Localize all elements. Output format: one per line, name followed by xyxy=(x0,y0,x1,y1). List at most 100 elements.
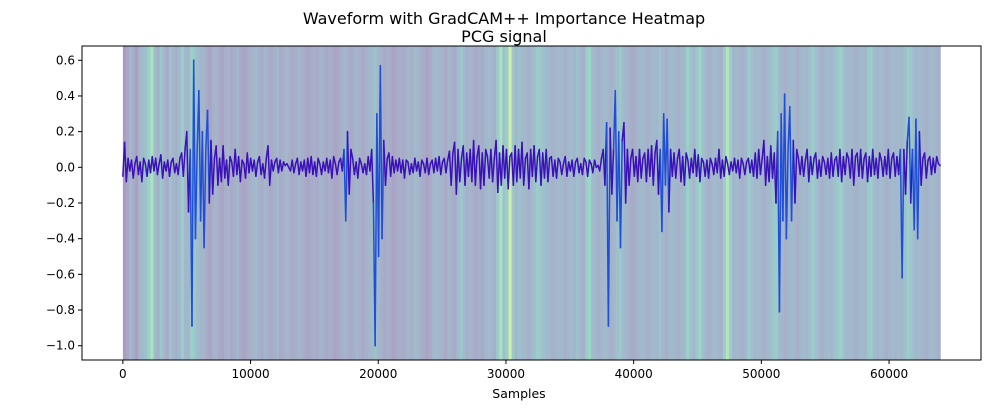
chart-title: Waveform with GradCAM++ Importance Heatm… xyxy=(303,9,705,28)
waveform-segment xyxy=(483,148,487,186)
heatmap-band xyxy=(731,46,736,360)
heatmap-band xyxy=(168,46,173,360)
waveform-segment xyxy=(535,155,539,183)
heatmap-band xyxy=(340,46,344,360)
heatmap-band xyxy=(413,46,418,360)
waveform-segment xyxy=(229,155,233,163)
heatmap-band xyxy=(303,46,308,360)
heatmap-band xyxy=(386,46,390,360)
waveform-segment xyxy=(350,148,354,160)
waveform-segment xyxy=(383,139,387,186)
heatmap-band xyxy=(710,46,715,360)
heatmap-band xyxy=(722,46,727,360)
heatmap-band xyxy=(609,46,614,360)
heatmap-band xyxy=(275,46,280,360)
x-tick-label: 40000 xyxy=(615,367,653,381)
waveform-segment xyxy=(832,159,836,177)
waveform-segment xyxy=(555,157,560,179)
heatmap-band xyxy=(242,46,246,360)
heatmap-band xyxy=(257,46,262,360)
heatmap-band xyxy=(493,46,497,360)
y-tick-label: −0.4 xyxy=(46,232,75,246)
heatmap-band xyxy=(520,46,525,360)
heatmap-band xyxy=(177,46,182,360)
heatmap-band xyxy=(511,46,516,360)
waveform-segment xyxy=(744,161,748,176)
y-tick-label: 0.6 xyxy=(56,53,75,67)
heatmap-band xyxy=(655,46,660,360)
waveform-segment xyxy=(699,157,703,183)
heatmap-band xyxy=(327,46,332,360)
waveform-segment xyxy=(759,157,763,176)
heatmap-band xyxy=(312,46,317,360)
waveform-segment xyxy=(593,159,598,169)
waveform-segment xyxy=(203,148,207,249)
waveform-segment xyxy=(785,148,789,240)
heatmap-band xyxy=(416,46,421,360)
heatmap-band xyxy=(621,46,626,360)
heatmap-band xyxy=(839,46,843,360)
heatmap-band xyxy=(456,46,461,360)
waveform-segment xyxy=(459,157,463,183)
heatmap-band xyxy=(306,46,311,360)
waveform-segment xyxy=(357,157,361,179)
heatmap-band xyxy=(857,46,862,360)
heatmap-band xyxy=(502,46,507,360)
heatmap-band xyxy=(128,46,133,360)
heatmap-band xyxy=(331,46,335,360)
heatmap-band xyxy=(474,46,479,360)
heatmap-band xyxy=(523,46,528,360)
heatmap-band xyxy=(539,46,543,360)
waveform-segment xyxy=(652,152,656,186)
waveform-segment xyxy=(194,148,198,240)
waveform-segment xyxy=(177,157,181,176)
heatmap-band xyxy=(285,46,289,360)
heatmap-band xyxy=(398,46,403,360)
heatmap-band xyxy=(349,46,354,360)
heatmap-band xyxy=(508,46,513,360)
heatmap-band xyxy=(578,46,583,360)
waveform-segment xyxy=(522,157,527,186)
heatmap-band xyxy=(352,46,357,360)
heatmap-band xyxy=(683,46,687,360)
waveform-segment xyxy=(348,148,352,195)
heatmap-band xyxy=(906,46,911,360)
heatmap-band xyxy=(762,46,767,360)
heatmap-band xyxy=(229,46,234,360)
heatmap-band xyxy=(591,46,595,360)
waveform-segment xyxy=(661,113,665,233)
heatmap-band xyxy=(833,46,837,360)
heatmap-band xyxy=(159,46,164,360)
x-tick-label: 60000 xyxy=(870,367,908,381)
heatmap-band xyxy=(802,46,807,360)
waveform-segment xyxy=(192,59,197,240)
plot-clip-group xyxy=(122,46,941,360)
heatmap-band xyxy=(851,46,856,360)
waveform-segment xyxy=(820,155,824,177)
waveform-segment xyxy=(918,130,922,186)
chart-subtitle: PCG signal xyxy=(461,27,547,46)
heatmap-band xyxy=(560,46,565,360)
heatmap-band xyxy=(389,46,393,360)
heatmap-band xyxy=(836,46,840,360)
waveform-segment xyxy=(419,159,423,177)
waveform-segment xyxy=(937,163,941,167)
heatmap-band xyxy=(673,46,678,360)
heatmap-band xyxy=(300,46,305,360)
heatmap-band xyxy=(236,46,240,360)
heatmap-band xyxy=(309,46,314,360)
x-tick-label: 10000 xyxy=(231,367,269,381)
waveform-segment xyxy=(168,161,172,177)
heatmap-band xyxy=(254,46,259,360)
heatmap-band xyxy=(765,46,770,360)
waveform-segment xyxy=(125,157,129,183)
heatmap-band xyxy=(924,46,929,360)
heatmap-band xyxy=(245,46,249,360)
heatmap-band xyxy=(643,46,647,360)
waveform-segment xyxy=(440,161,444,176)
waveform-segment xyxy=(586,159,591,177)
heatmap-band xyxy=(147,46,152,360)
heatmap-band xyxy=(756,46,761,360)
waveform-segment xyxy=(852,155,857,186)
heatmap-band xyxy=(600,46,605,360)
